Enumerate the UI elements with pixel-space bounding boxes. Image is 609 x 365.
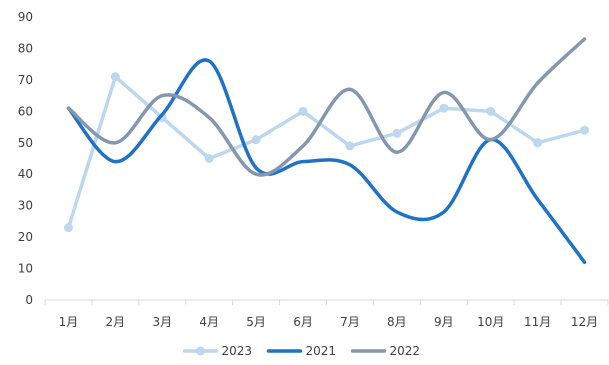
y-tick-label: 10 [18, 262, 33, 276]
data-point [345, 141, 355, 151]
x-tick-label: 7月 [340, 315, 360, 329]
y-tick-label: 90 [18, 10, 33, 24]
y-axis: 0 10 20 30 40 50 60 70 80 90 [18, 10, 33, 307]
x-tick-label: 10月 [477, 315, 504, 329]
series-2021 [66, 58, 587, 265]
data-point [533, 138, 543, 148]
data-point [486, 106, 496, 116]
data-point [439, 103, 449, 113]
data-point [580, 125, 590, 135]
legend-label: 2022 [390, 344, 421, 358]
legend-label: 2021 [306, 344, 337, 358]
x-tick-label: 4月 [199, 315, 219, 329]
x-axis: 1月 2月 3月 4月 5月 6月 7月 8月 9月 10月 11月 12月 [44, 299, 609, 329]
data-point [110, 72, 120, 82]
legend-label: 2023 [222, 344, 253, 358]
series-line [66, 37, 587, 177]
y-tick-label: 0 [25, 293, 33, 307]
series-2022 [66, 37, 587, 177]
data-point [298, 106, 308, 116]
x-tick-label: 2月 [106, 315, 126, 329]
legend: 2023 2021 2022 [182, 344, 421, 358]
y-tick-label: 30 [18, 199, 33, 213]
y-tick-label: 70 [18, 73, 33, 87]
data-point [392, 128, 402, 138]
series-lines [63, 37, 590, 265]
data-point [63, 223, 73, 233]
x-tick-label: 8月 [387, 315, 407, 329]
y-tick-label: 80 [18, 41, 33, 55]
y-tick-label: 20 [18, 230, 33, 244]
x-tick-label: 12月 [571, 315, 598, 329]
x-tick-label: 11月 [524, 315, 551, 329]
legend-item: 2021 [266, 344, 337, 358]
series-line [66, 74, 587, 230]
x-tick-label: 3月 [152, 315, 172, 329]
series-2023 [63, 72, 590, 233]
y-tick-label: 50 [18, 136, 33, 150]
x-tick-label: 1月 [59, 315, 79, 329]
x-tick-label: 6月 [293, 315, 313, 329]
y-tick-label: 60 [18, 104, 33, 118]
data-point [204, 154, 214, 163]
x-tick-label: 5月 [246, 315, 266, 329]
legend-item: 2022 [350, 344, 421, 358]
x-tick-label: 9月 [434, 315, 454, 329]
y-tick-label: 40 [18, 167, 33, 181]
data-point [251, 135, 261, 145]
series-line [66, 58, 587, 265]
legend-item: 2023 [182, 344, 253, 358]
legend-marker [196, 346, 205, 356]
